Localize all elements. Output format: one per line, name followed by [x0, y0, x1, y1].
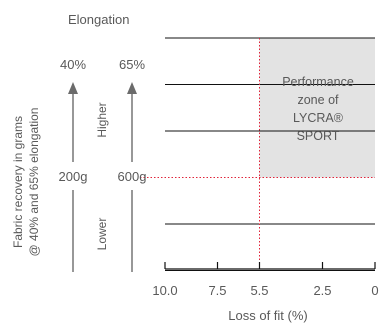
- performance-zone: [259, 38, 375, 178]
- recovery-arrow-65-head: [127, 82, 137, 94]
- x-tick-label: 7.5: [208, 283, 226, 298]
- elongation-label: Elongation: [68, 12, 129, 27]
- zone-label-line4: SPORT: [297, 129, 340, 143]
- elongation-value-65: 65%: [119, 57, 145, 72]
- recovery-value-600: 600g: [118, 169, 147, 184]
- y-axis-label-line1: Fabric recovery in grams: [11, 116, 25, 248]
- x-tick-label: 5.5: [250, 283, 268, 298]
- lower-label: Lower: [95, 218, 109, 251]
- y-axis-label-line2: @ 40% and 65% elongation: [27, 108, 41, 257]
- x-tick-label: 0: [371, 283, 378, 298]
- recovery-value-200: 200g: [59, 169, 88, 184]
- higher-label: Higher: [95, 102, 109, 137]
- zone-label-line2: zone of: [297, 93, 339, 107]
- x-axis-label: Loss of fit (%): [228, 308, 307, 323]
- x-tick-label: 10.0: [152, 283, 177, 298]
- x-tick-label: 2.5: [313, 283, 331, 298]
- elongation-value-40: 40%: [60, 57, 86, 72]
- zone-label-line1: Performance: [282, 75, 354, 89]
- zone-label-line3: LYCRA®: [293, 111, 344, 125]
- recovery-arrow-40-head: [68, 82, 78, 94]
